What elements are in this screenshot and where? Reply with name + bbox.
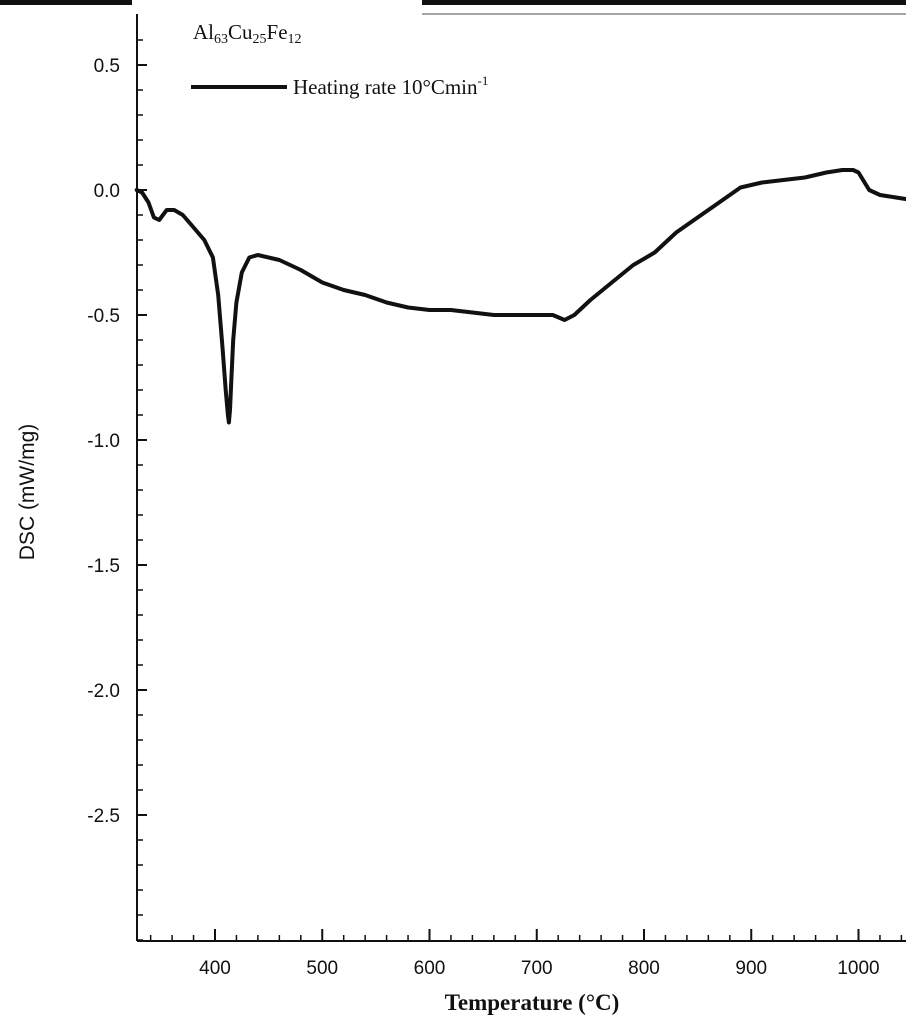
x-tick-label: 600 xyxy=(414,958,446,979)
legend-label: Heating rate 10°Cmin-1 xyxy=(293,73,488,99)
x-ticks: 400 500 600 700 800 900 1000 xyxy=(149,929,903,979)
x-axis-label: Temperature (°C) xyxy=(445,990,620,1015)
y-tick-label: 0.0 xyxy=(94,181,120,202)
y-tick-label: 0.5 xyxy=(94,56,120,77)
y-tick-label: -1.0 xyxy=(87,431,120,452)
legend: Heating rate 10°Cmin-1 xyxy=(191,73,488,99)
y-tick-label: -0.5 xyxy=(87,306,120,327)
chart-title: Al63Cu25Fe12 xyxy=(193,20,302,47)
y-axis-label: DSC (mW/mg) xyxy=(16,424,39,560)
y-tick-label: -2.5 xyxy=(87,806,120,827)
y-tick-label: -1.5 xyxy=(87,556,120,577)
series-line-heating xyxy=(134,168,906,425)
x-tick-label: 800 xyxy=(628,958,660,979)
x-tick-label: 500 xyxy=(306,958,338,979)
x-tick-label: 700 xyxy=(521,958,553,979)
x-tick-label: 400 xyxy=(199,958,231,979)
x-tick-label: 900 xyxy=(735,958,767,979)
x-tick-label: 1000 xyxy=(837,958,879,979)
y-ticks: 0.5 0.0 -0.5 -1.0 -1.5 -2.0 -2.5 xyxy=(87,39,147,941)
top-border-right xyxy=(422,0,906,5)
top-border-left xyxy=(0,0,132,5)
y-tick-label: -2.0 xyxy=(87,681,120,702)
